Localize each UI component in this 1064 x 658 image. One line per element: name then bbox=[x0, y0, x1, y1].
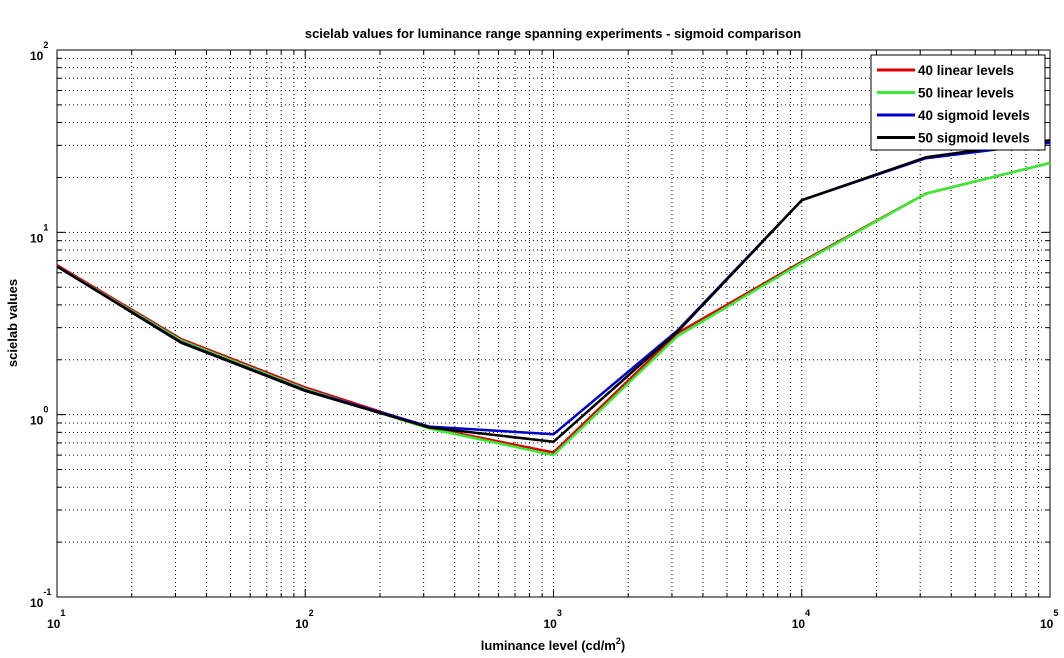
x-tick-base: 10 bbox=[544, 617, 558, 631]
y-tick-label: 10-1 bbox=[30, 587, 51, 610]
x-tick-label: 101 bbox=[47, 608, 65, 631]
x-tick-label: 102 bbox=[295, 608, 313, 631]
chart-title: scielab values for luminance range spann… bbox=[305, 26, 801, 41]
y-tick-base: 10 bbox=[30, 414, 44, 428]
x-tick-exp: 2 bbox=[309, 608, 314, 618]
series-line-50-linear-levels bbox=[56, 161, 1051, 457]
x-tick-base: 10 bbox=[792, 617, 806, 631]
x-axis-label-main: luminance level (cd/m bbox=[481, 638, 616, 653]
y-tick-label: 102 bbox=[30, 40, 48, 63]
y-tick-exp: -1 bbox=[43, 587, 51, 597]
x-tick-label: 104 bbox=[792, 608, 810, 631]
x-tick-base: 10 bbox=[295, 617, 309, 631]
y-axis-label: scielab values bbox=[5, 279, 20, 367]
y-tick-base: 10 bbox=[30, 231, 44, 245]
y-tick-exp: 2 bbox=[43, 40, 48, 50]
x-tick-base: 10 bbox=[47, 617, 61, 631]
legend-label: 40 linear levels bbox=[918, 63, 1014, 78]
x-tick-exp: 5 bbox=[1053, 608, 1058, 618]
x-tick-label: 103 bbox=[544, 608, 562, 631]
y-tick-base: 10 bbox=[30, 49, 44, 63]
grid bbox=[57, 50, 1050, 597]
series-lines bbox=[56, 138, 1051, 457]
y-tick-label: 101 bbox=[30, 222, 48, 245]
y-tick-label: 100 bbox=[30, 405, 48, 428]
x-axis-label-sup: 2 bbox=[616, 636, 621, 646]
x-tick-label: 105 bbox=[1040, 608, 1058, 631]
x-tick-base: 10 bbox=[1040, 617, 1054, 631]
legend-label: 50 linear levels bbox=[918, 86, 1014, 101]
y-tick-exp: 0 bbox=[43, 405, 48, 415]
x-axis-label-end: ) bbox=[621, 638, 625, 653]
legend: 40 linear levels 50 linear levels 40 sigmo… bbox=[870, 54, 1046, 151]
x-tick-exp: 4 bbox=[805, 608, 810, 618]
x-axis-label: luminance level (cd/m2) bbox=[481, 636, 625, 653]
y-tick-base: 10 bbox=[30, 596, 44, 610]
y-tick-exp: 1 bbox=[43, 222, 48, 232]
x-tick-exp: 1 bbox=[60, 608, 65, 618]
x-tick-exp: 3 bbox=[557, 608, 562, 618]
legend-label: 40 sigmoid levels bbox=[918, 108, 1030, 123]
legend-label: 50 sigmoid levels bbox=[918, 131, 1030, 146]
series-line-50-sigmoid-levels bbox=[56, 138, 1051, 444]
